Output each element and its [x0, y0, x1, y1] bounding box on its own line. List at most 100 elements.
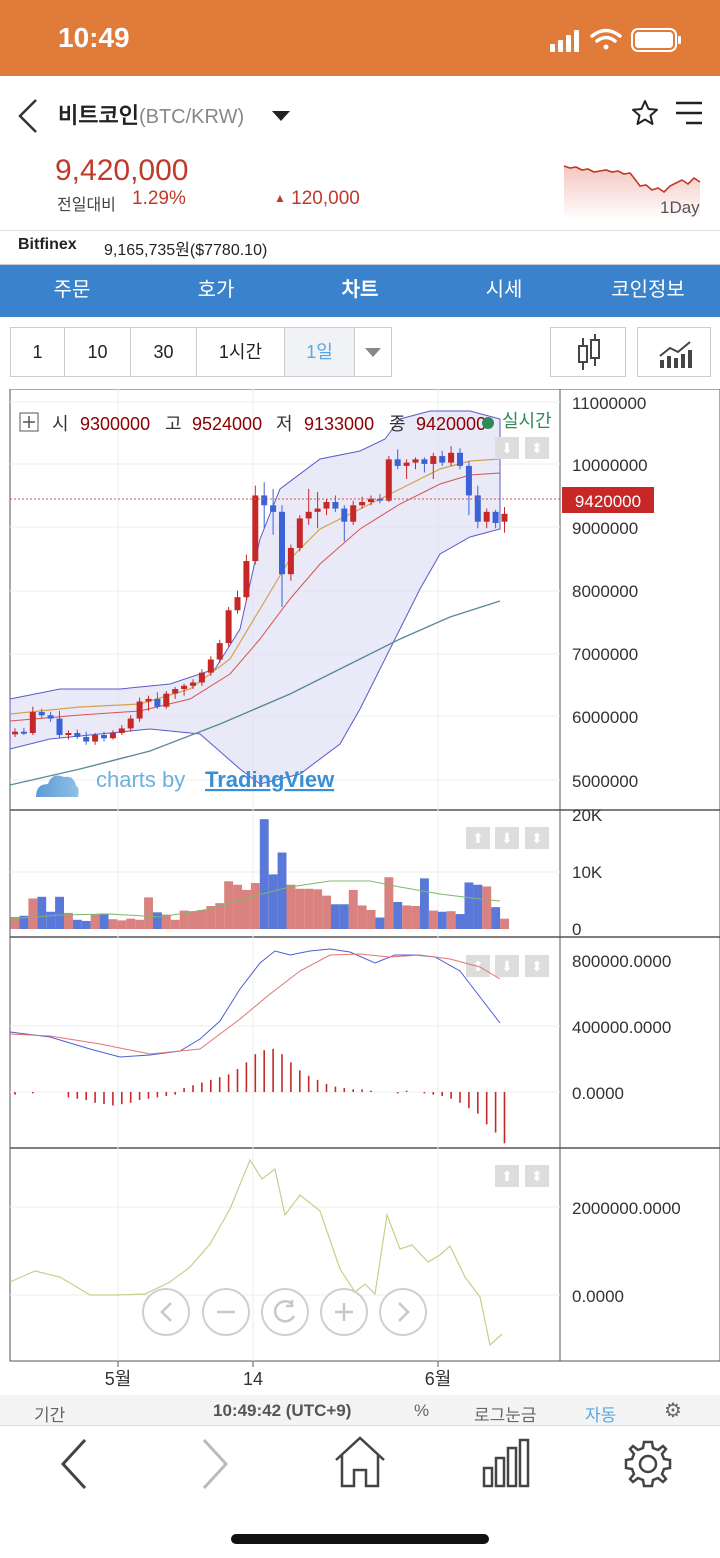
candle-body — [296, 518, 303, 548]
ohlc-close-value: 9420000 — [416, 414, 486, 434]
candle-body — [368, 498, 374, 502]
tab-chart[interactable]: 차트 — [341, 277, 379, 301]
tab-orderbook[interactable]: 호가 — [197, 277, 235, 301]
candle-body — [341, 508, 348, 522]
svg-text:⬇: ⬇ — [501, 440, 513, 456]
tab-bar: 주문 호가 차트 시세 코인정보 — [0, 265, 720, 317]
y-tick: 5000000 — [572, 772, 638, 791]
volume-bar — [473, 884, 483, 929]
volume-bar — [259, 819, 269, 929]
nav-chart-button[interactable] — [474, 1434, 534, 1490]
reset-button — [261, 1288, 309, 1336]
volume-bar — [277, 852, 287, 929]
current-price-tag-text: 9420000 — [575, 492, 641, 511]
menu-icon[interactable] — [674, 100, 704, 130]
ohlc-low-value: 9133000 — [304, 414, 374, 434]
mini-price-chart[interactable] — [560, 158, 706, 220]
volume-bar — [286, 884, 296, 929]
current-price: 9,420,000 — [55, 154, 189, 187]
ohlc-open-label: 시 — [52, 414, 69, 434]
candle-body — [474, 495, 481, 522]
candle-body — [350, 505, 357, 522]
exchange-name: Bitfinex — [18, 236, 77, 253]
volume-bar — [37, 896, 47, 929]
coin-title[interactable]: 비트코인(BTC/KRW) — [58, 98, 244, 130]
ohlc-legend: 시 9300000 고 9524000 저 9133000 종 9420000 … — [19, 411, 552, 434]
up-triangle-icon: ▲ — [274, 191, 286, 205]
period-1[interactable]: 1 — [11, 328, 65, 376]
period-1day[interactable]: 1일 — [285, 328, 355, 376]
volume-bar — [126, 918, 136, 929]
realtime-label: 실시간 — [502, 411, 552, 431]
percent-scale-button[interactable]: % — [414, 1401, 430, 1420]
log-scale-button[interactable]: 로그눈금 — [474, 1406, 537, 1425]
volume-bar — [153, 912, 162, 929]
candle-body — [74, 733, 81, 737]
indicator-chart-icon — [659, 341, 692, 368]
svg-text:⬍: ⬍ — [531, 1168, 543, 1184]
y-tick: 800000.0000 — [572, 952, 671, 971]
tab-order[interactable]: 주문 — [53, 277, 91, 301]
pane3-down-icon — [495, 955, 519, 977]
volume-bar — [304, 888, 314, 929]
candle-body — [118, 728, 125, 733]
auto-scale-button[interactable]: 자동 — [585, 1406, 617, 1425]
period-selector: 1 10 30 1시간 1일 — [10, 327, 392, 377]
indicator-button[interactable] — [637, 327, 711, 377]
trading-chart[interactable]: 9420000 시 9300000 고 9524000 저 9133000 종 … — [0, 389, 720, 1395]
candle-body — [225, 610, 232, 644]
nav-forward-button[interactable] — [190, 1434, 250, 1490]
volume-bar — [250, 883, 260, 929]
chevron-down-icon[interactable] — [272, 108, 290, 127]
scroll-right-button — [379, 1288, 427, 1336]
candle-type-button[interactable] — [550, 327, 626, 377]
volume-bar — [19, 915, 29, 929]
candle-body — [109, 733, 116, 739]
settings-gear-icon[interactable]: ⚙ — [664, 1400, 682, 1422]
nav-back-button[interactable] — [55, 1434, 115, 1490]
time-axis: 5월 14 6월 — [105, 1369, 452, 1389]
volume-bar — [384, 877, 394, 929]
candle-body — [154, 698, 161, 707]
change-label: 전일대비 — [57, 195, 116, 214]
candle-body — [501, 513, 508, 522]
back-button[interactable] — [14, 96, 44, 136]
chart-toolbar: 1 10 30 1시간 1일 — [0, 317, 720, 389]
volume-bar — [491, 907, 501, 929]
pane2-up-icon — [466, 827, 490, 849]
candle-body — [279, 511, 285, 575]
star-icon[interactable] — [630, 98, 660, 132]
volume-bar — [144, 897, 153, 929]
period-more-dropdown[interactable] — [355, 328, 391, 376]
nav-settings-button[interactable] — [618, 1434, 678, 1490]
volume-bar — [268, 874, 278, 929]
candle-body — [448, 452, 455, 463]
period-1hour[interactable]: 1시간 — [197, 328, 285, 376]
volume-bar — [366, 910, 376, 929]
tab-market[interactable]: 시세 — [485, 277, 523, 301]
y-tick: 0.0000 — [572, 1287, 624, 1306]
pane4-resize-icon — [525, 1165, 549, 1187]
pane-controls — [466, 437, 549, 1187]
tab-coin-info[interactable]: 코인정보 — [611, 277, 685, 301]
candle-body — [305, 511, 312, 519]
period-30[interactable]: 30 — [131, 328, 197, 376]
volume-bar — [188, 911, 198, 929]
nav-home-button[interactable] — [330, 1434, 390, 1490]
volume-bar — [295, 888, 305, 929]
volume-bar — [339, 904, 349, 929]
volume-bar — [482, 886, 492, 929]
status-time: 10:49 — [58, 22, 130, 53]
period-10[interactable]: 10 — [65, 328, 131, 376]
status-bar: 10:49 — [0, 0, 720, 76]
volume-bar — [331, 904, 340, 929]
svg-text:⬍: ⬍ — [531, 958, 543, 974]
pane2-resize-icon — [525, 827, 549, 849]
y-tick: 9000000 — [572, 519, 638, 538]
candle-body — [412, 459, 419, 463]
scroll-left-button — [142, 1288, 190, 1336]
volume-bar — [446, 911, 456, 929]
coin-name: 비트코인 — [58, 103, 139, 128]
period-range-button[interactable]: 기간 — [34, 1406, 66, 1425]
volume-bar — [455, 914, 465, 929]
